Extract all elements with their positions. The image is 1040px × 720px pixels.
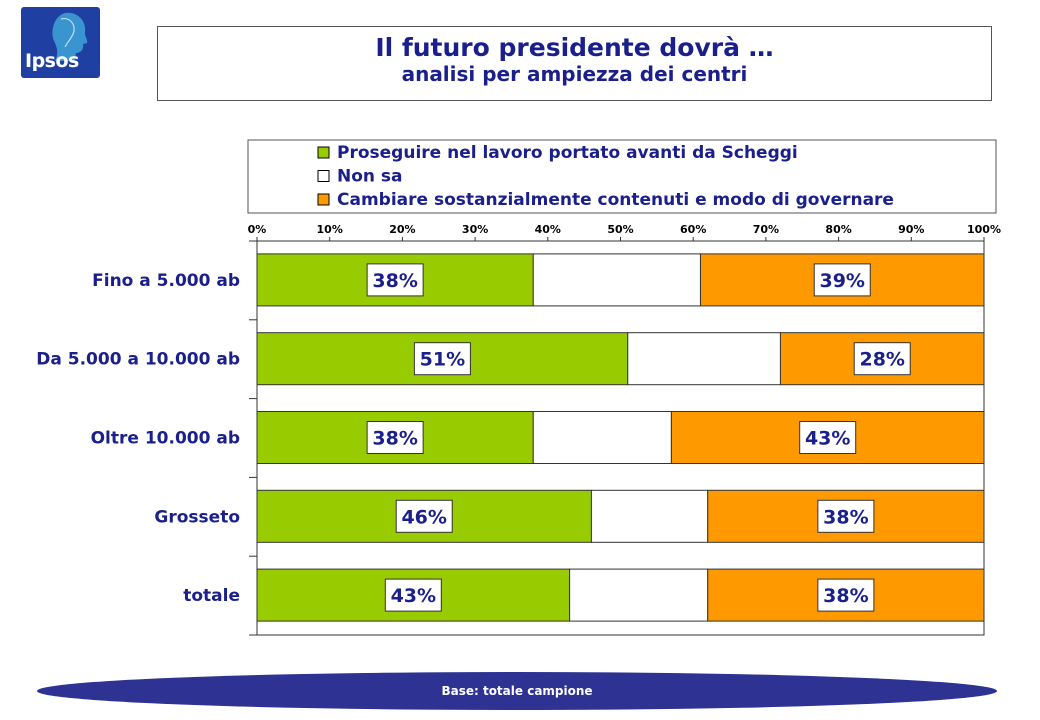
- x-tick-label: 20%: [389, 223, 415, 236]
- x-tick-label: 90%: [898, 223, 924, 236]
- bar-segment: [590, 489, 709, 543]
- x-tick-label: 100%: [967, 223, 1001, 236]
- data-label-box: [813, 263, 871, 297]
- data-label-box: [853, 342, 911, 376]
- x-tick-label: 60%: [680, 223, 706, 236]
- legend-swatch: [317, 193, 330, 206]
- data-label-box: [366, 263, 424, 297]
- bar-segment: [627, 332, 781, 386]
- data-label: 43%: [805, 428, 850, 450]
- data-label: 38%: [372, 428, 417, 450]
- category-label: Grosseto: [154, 507, 240, 527]
- legend-swatch: [317, 170, 330, 182]
- category-label: Fino a 5.000 ab: [92, 271, 240, 291]
- category-label: totale: [183, 586, 240, 606]
- data-label: 39%: [819, 270, 864, 292]
- data-label-box: [817, 499, 875, 533]
- data-label: 38%: [823, 506, 868, 528]
- legend-label: Cambiare sostanzialmente contenuti e mod…: [337, 190, 894, 210]
- data-label-box: [817, 578, 875, 612]
- category-label: Da 5.000 a 10.000 ab: [36, 350, 240, 370]
- legend-swatch: [317, 146, 330, 159]
- x-tick-label: 50%: [607, 223, 633, 236]
- profile-head-icon: [52, 12, 88, 61]
- footer-banner: Base: totale campione: [37, 672, 997, 710]
- title-box: Il futuro presidente dovrà … analisi per…: [157, 26, 992, 101]
- x-tick-label: 30%: [462, 223, 488, 236]
- data-label-box: [384, 578, 442, 612]
- logo-text: Ipsos: [25, 50, 79, 72]
- legend-box: [247, 139, 997, 214]
- data-label-box: [799, 421, 857, 454]
- page-title: Il futuro presidente dovrà …: [375, 33, 774, 62]
- data-label: 51%: [420, 349, 465, 371]
- x-tick-label: 80%: [825, 223, 851, 236]
- data-label-box: [366, 421, 424, 454]
- x-tick-label: 70%: [753, 223, 779, 236]
- ipsos-logo: Ipsos: [21, 7, 100, 78]
- bar-segment: [569, 568, 709, 622]
- footer-text: Base: totale campione: [441, 684, 593, 698]
- data-label: 28%: [859, 349, 904, 371]
- x-tick-label: 10%: [317, 223, 343, 236]
- data-label: 46%: [401, 506, 446, 528]
- data-label-box: [413, 342, 471, 376]
- legend-label: Non sa: [337, 167, 403, 187]
- bar-segment: [532, 253, 701, 307]
- category-label: Oltre 10.000 ab: [91, 429, 240, 449]
- data-label: 38%: [372, 270, 417, 292]
- data-label: 38%: [823, 585, 868, 607]
- x-tick-label: 0%: [248, 223, 267, 236]
- data-label-box: [395, 499, 453, 533]
- x-tick-label: 40%: [535, 223, 561, 236]
- data-label: 43%: [391, 585, 436, 607]
- legend-label: Proseguire nel lavoro portato avanti da …: [337, 143, 798, 163]
- page-subtitle: analisi per ampiezza dei centri: [401, 62, 748, 86]
- bar-segment: [532, 410, 672, 465]
